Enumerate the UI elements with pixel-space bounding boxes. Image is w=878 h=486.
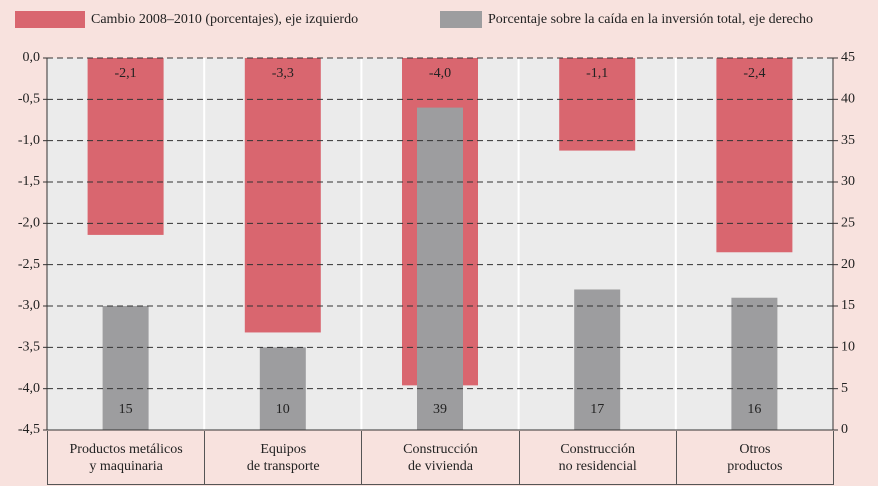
value-label: 15 [119,402,133,417]
y-tick-label: -3,0 [18,298,40,313]
y-tick-label: -1,5 [18,174,40,189]
y2-tick-label: 40 [841,92,855,107]
x-tick-label: Equipos de transporte [204,431,363,485]
bar [417,107,463,430]
y2-tick-label: 35 [841,133,855,148]
x-tick-label: Otros productos [675,431,834,485]
y-tick-label: -4,0 [18,381,40,396]
legend-label: Porcentaje sobre la caída en la inversió… [488,12,813,27]
y2-tick-label: 25 [841,216,855,231]
value-label: -1,1 [586,66,608,81]
bar [731,297,778,430]
x-tick-label: Construcción no residencial [518,431,677,485]
bar [716,58,793,253]
value-label: 17 [590,402,604,417]
y-tick-label: -4,5 [18,422,40,437]
y2-tick-label: 0 [841,422,848,437]
bar [574,289,621,430]
legend-label: Cambio 2008–2010 (porcentajes), eje izqu… [91,12,358,27]
bar [87,58,164,235]
legend-swatch [440,11,482,28]
y2-tick-label: 45 [841,50,855,65]
y-tick-label: -0,5 [18,92,40,107]
y-tick-label: -2,0 [18,216,40,231]
y2-tick-label: 15 [841,298,855,313]
bar [244,58,321,333]
value-label: -4,0 [429,66,451,81]
value-label: 16 [747,402,761,417]
y2-tick-label: 20 [841,257,855,272]
bar [102,306,149,430]
x-tick-label: Construcción de vivienda [361,431,520,485]
y2-tick-label: 10 [841,340,855,355]
y2-tick-label: 5 [841,381,848,396]
value-label: -2,1 [115,66,137,81]
legend-swatch [15,11,85,28]
y-tick-label: 0,0 [23,50,41,65]
value-label: -2,4 [743,66,765,81]
value-label: 10 [276,402,290,417]
y2-tick-label: 30 [841,174,855,189]
y-tick-label: -1,0 [18,133,40,148]
value-label: 39 [433,402,447,417]
value-label: -3,3 [272,66,294,81]
y-tick-label: -2,5 [18,257,40,272]
y-tick-label: -3,5 [18,340,40,355]
bar [559,58,636,151]
x-tick-label: Productos metálicos y maquinaria [47,431,206,485]
